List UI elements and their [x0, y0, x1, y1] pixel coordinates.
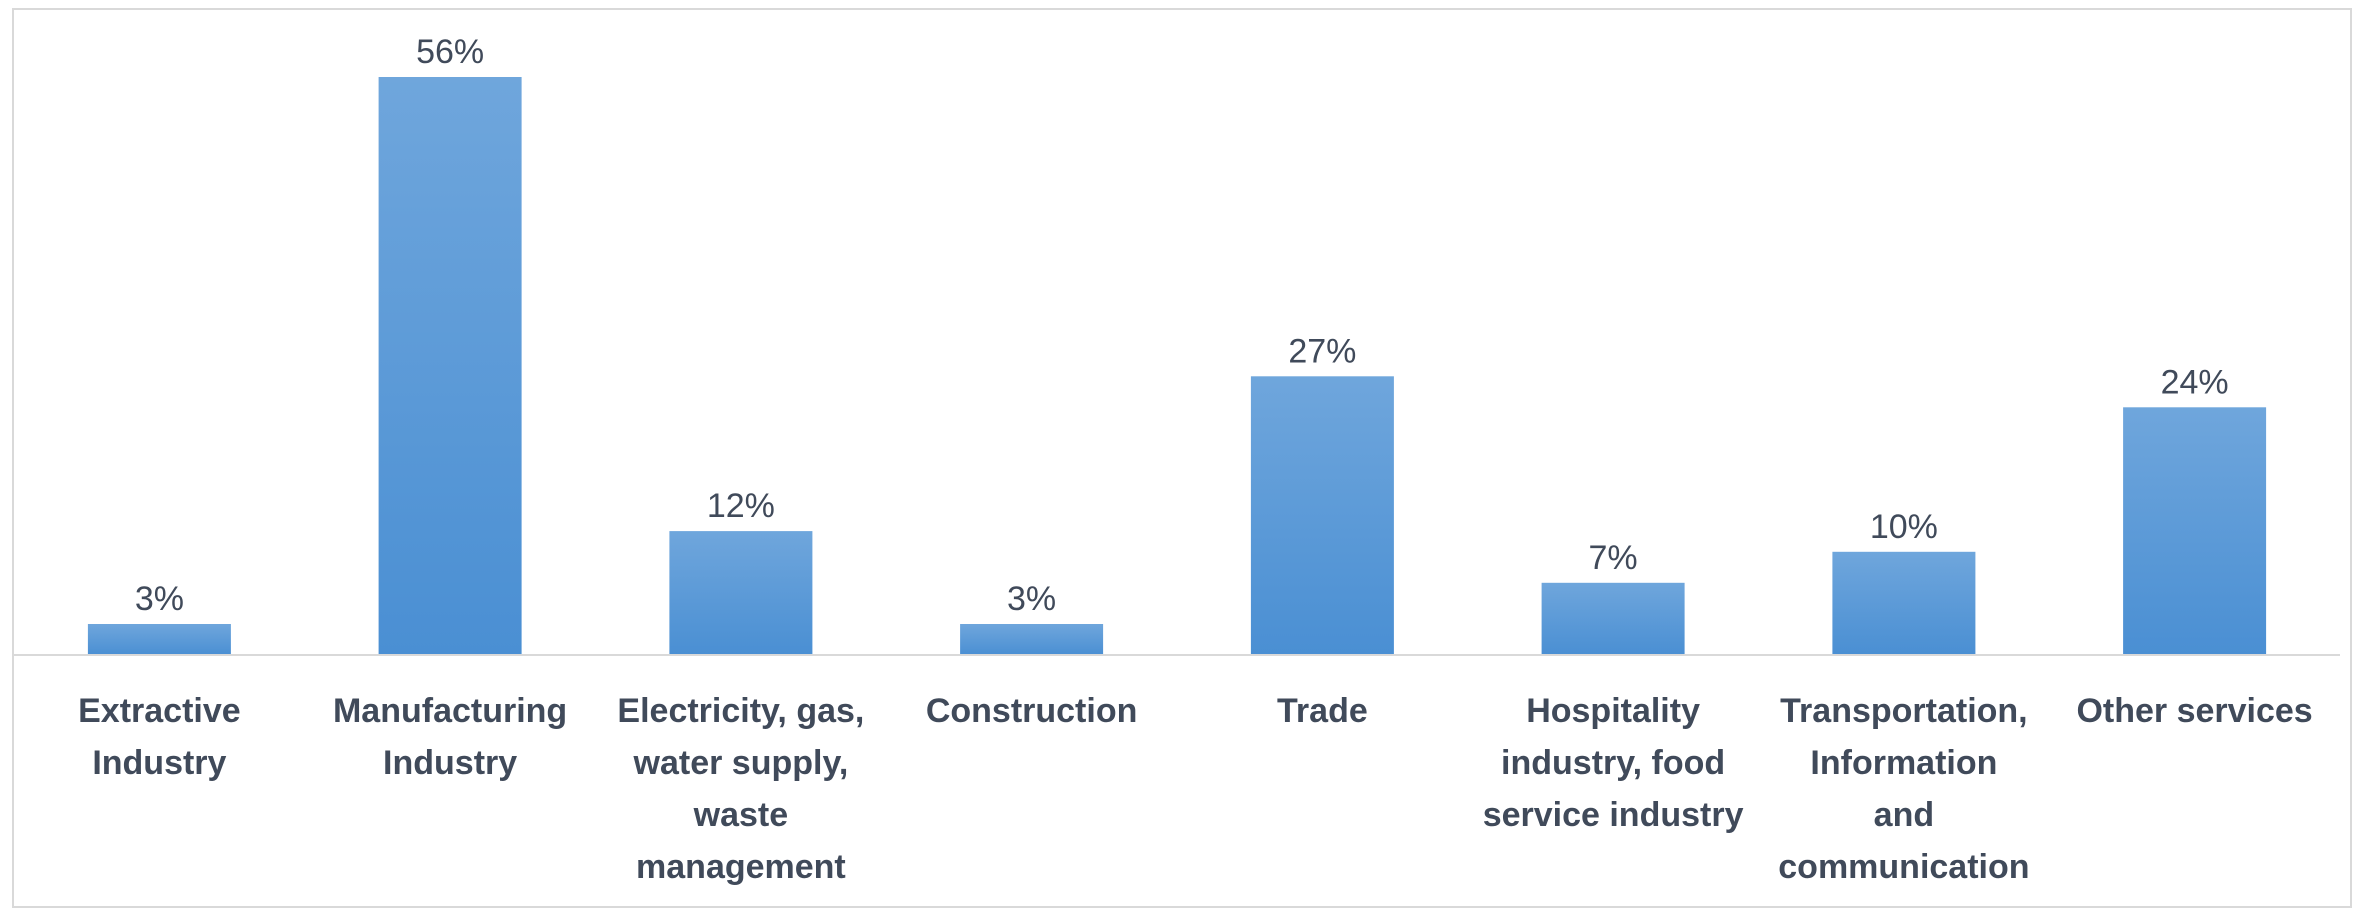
- bar-8: [2123, 407, 2267, 655]
- category-label-line: Industry: [383, 744, 517, 782]
- category-label-line: Electricity, gas,: [617, 692, 864, 730]
- category-label-4: Construction: [926, 692, 1138, 730]
- data-label-8: 24%: [2161, 363, 2229, 401]
- category-label-line: communication: [1778, 848, 2029, 886]
- data-label-1: 3%: [135, 580, 184, 618]
- category-label-8: Other services: [2076, 692, 2312, 730]
- bar-2: [378, 77, 522, 655]
- bar-4: [960, 624, 1104, 655]
- value-labels-layer: 3% 56% 12% 3% 27% 7% 10% 24%: [135, 33, 2229, 618]
- bar-5: [1250, 376, 1394, 655]
- category-label-line: Hospitality: [1526, 692, 1700, 730]
- category-label-3: Electricity, gas, water supply, waste manag…: [617, 692, 864, 886]
- bar-6: [1541, 582, 1685, 656]
- bar-7: [1832, 551, 1976, 655]
- category-label-2: Manufacturing Industry: [333, 692, 567, 782]
- category-label-6: Hospitality industry, food service industr…: [1483, 692, 1744, 834]
- data-label-4: 3%: [1007, 580, 1056, 618]
- category-label-line: service industry: [1483, 796, 1744, 834]
- category-label-1: Extractive Industry: [78, 692, 241, 782]
- category-label-line: Other services: [2076, 692, 2312, 730]
- category-label-line: Extractive: [78, 692, 241, 730]
- bar-1: [87, 624, 231, 655]
- category-label-line: management: [636, 848, 846, 886]
- category-label-7: Transportation, Information and communicati…: [1778, 692, 2029, 886]
- category-label-line: industry, food: [1501, 744, 1725, 782]
- category-label-line: water supply,: [633, 744, 849, 782]
- category-label-line: Information: [1810, 744, 1997, 782]
- category-label-line: Trade: [1277, 692, 1368, 730]
- category-label-5: Trade: [1277, 692, 1368, 730]
- category-label-line: Manufacturing: [333, 692, 567, 730]
- category-label-line: and: [1874, 796, 1934, 834]
- data-label-2: 56%: [416, 33, 484, 71]
- data-label-7: 10%: [1870, 508, 1938, 546]
- category-label-line: Transportation,: [1780, 692, 2027, 730]
- category-label-line: Construction: [926, 692, 1138, 730]
- bars-layer: [87, 77, 2267, 656]
- data-label-3: 12%: [707, 487, 775, 525]
- data-label-6: 7%: [1589, 539, 1638, 577]
- bar-3: [669, 531, 813, 655]
- category-label-line: Industry: [92, 744, 226, 782]
- data-label-5: 27%: [1288, 332, 1356, 370]
- category-label-line: waste: [693, 796, 789, 834]
